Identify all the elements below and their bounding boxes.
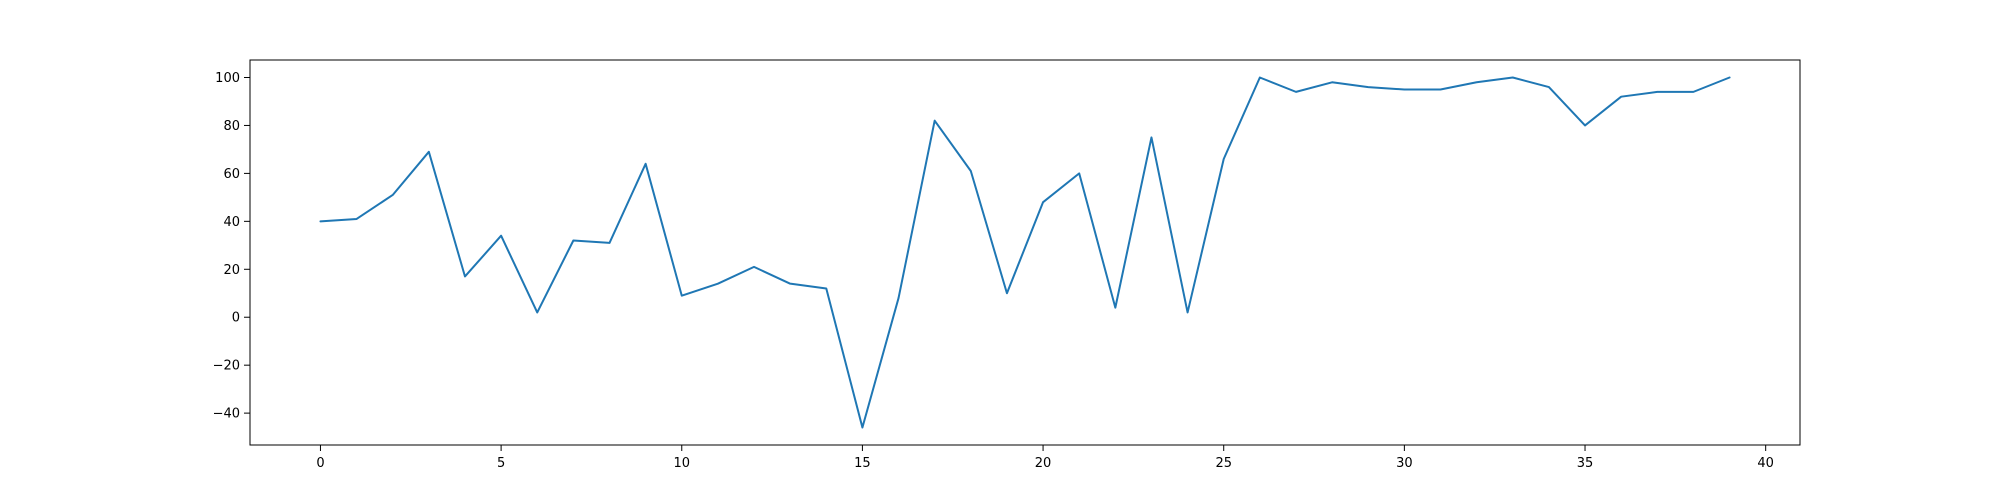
y-tick-label: 40 <box>223 215 240 230</box>
y-tick-label: 20 <box>223 263 240 278</box>
y-tick-label: 0 <box>232 311 240 326</box>
x-axis: 0 5 10 15 20 25 30 35 40 <box>316 445 1774 471</box>
x-tick-label: 35 <box>1577 456 1594 471</box>
y-tick-label: 100 <box>215 71 240 86</box>
y-tick-label: −20 <box>213 359 240 374</box>
x-tick-label: 40 <box>1757 456 1774 471</box>
x-tick-label: 15 <box>854 456 871 471</box>
plot-background <box>250 60 1800 445</box>
x-tick-label: 30 <box>1396 456 1413 471</box>
y-tick-label: −40 <box>213 407 240 422</box>
x-tick-label: 0 <box>316 456 324 471</box>
y-tick-label: 60 <box>223 167 240 182</box>
y-tick-label: 80 <box>223 119 240 134</box>
y-axis: −40 −20 0 20 40 60 80 100 <box>213 71 250 422</box>
x-tick-label: 5 <box>497 456 505 471</box>
x-tick-label: 25 <box>1215 456 1232 471</box>
x-tick-label: 20 <box>1035 456 1052 471</box>
series-line-0 <box>319 76 1731 429</box>
plot-frame <box>249 59 1801 446</box>
x-tick-label: 10 <box>673 456 690 471</box>
series-marks <box>319 76 1731 429</box>
